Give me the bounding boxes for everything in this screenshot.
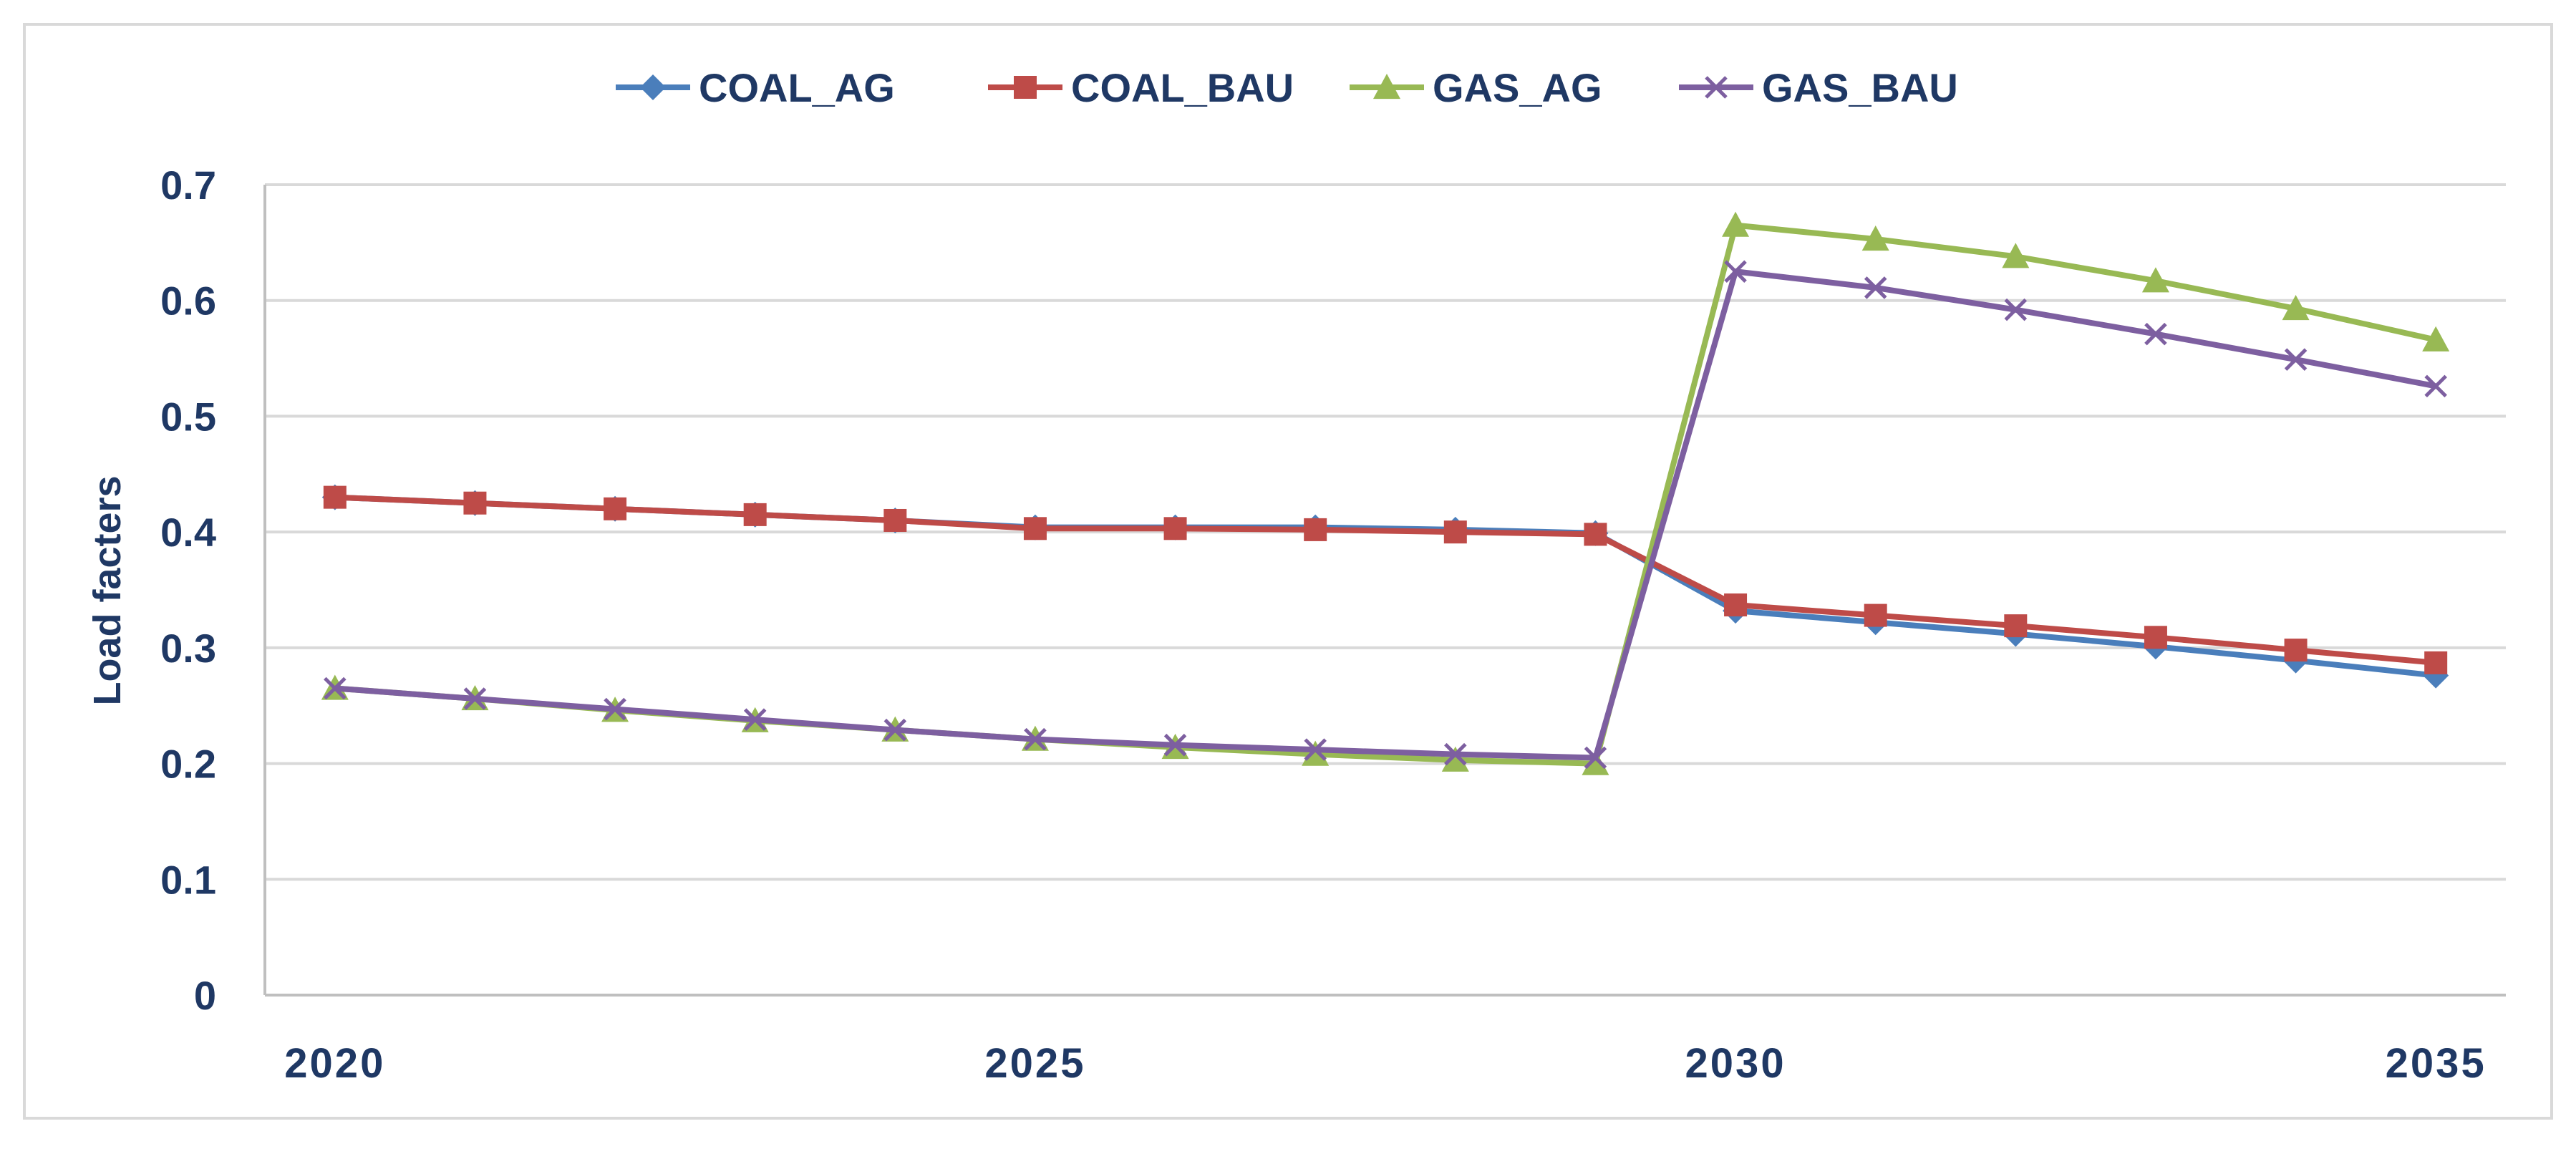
data-point-coal-bau [1864,603,1887,627]
data-point-gas-bau [604,697,626,721]
y-tick-label: 0.1 [160,857,216,902]
x-tick-label: 2035 [2386,1040,2487,1087]
series-coal-ag [321,484,2449,689]
y-axis-ticks: 0 0.1 0.2 0.3 0.4 0.5 0.6 0.7 [160,163,216,1018]
legend-label: GAS_AG [1433,65,1602,110]
data-point-coal-bau [743,503,767,526]
data-point-coal-bau [463,491,487,515]
legend-marker [1373,74,1400,100]
data-point-gas-ag [2282,295,2310,321]
series-line-gas-bau [334,268,2436,761]
data-point-coal-bau [1163,517,1187,540]
legend-item-coal-ag: COAL_AG [616,65,895,110]
legend-marker [640,74,666,100]
data-point-gas-ag [2141,267,2169,293]
data-point-gas-ag [1861,226,1889,251]
data-point-coal-bau [323,485,347,509]
data-point-gas-ag [1722,211,1750,237]
x-axis-ticks: 2020 2025 2030 2035 [284,1040,2487,1087]
data-point-coal-bau [1304,518,1327,541]
data-point-gas-bau [2284,348,2308,371]
data-point-coal-bau [2004,614,2028,638]
data-point-gas-bau [743,708,767,731]
x-tick-label: 2030 [1685,1040,1786,1087]
data-point-gas-bau [1864,276,1887,299]
series-gas-ag [321,211,2450,775]
data-point-coal-bau [1584,523,1607,546]
series-coal-bau [323,485,2448,674]
chart-frame [23,23,2553,1120]
data-point-gas-ag [2422,326,2450,351]
legend-marker [1014,76,1037,99]
y-tick-label: 0.4 [160,510,216,555]
y-tick-label: 0 [194,973,216,1018]
gridlines [263,183,2506,997]
data-point-coal-bau [2424,651,2448,674]
y-axis-title: Load facters [86,475,129,705]
legend-item-gas-ag: GAS_AG [1350,65,1602,110]
y-tick-label: 0.7 [160,163,216,208]
y-tick-label: 0.3 [160,626,216,671]
data-point-coal-bau [2144,626,2167,649]
y-tick-label: 0.2 [160,742,216,787]
data-point-coal-bau [1023,517,1047,540]
legend-item-coal-bau: COAL_BAU [988,65,1294,110]
data-point-coal-bau [2284,639,2308,662]
x-tick-label: 2020 [284,1040,385,1087]
legend-marker [1705,76,1728,99]
data-point-gas-bau [2424,374,2447,398]
legend: COAL_AG COAL_BAU GAS_AG GAS_BAU [616,65,1958,110]
data-point-coal-bau [1443,520,1467,544]
data-point-gas-bau [1163,733,1187,757]
data-point-gas-bau [324,677,347,700]
data-point-gas-ag [2002,243,2030,268]
data-point-gas-bau [883,718,907,742]
legend-label: COAL_BAU [1071,65,1294,110]
legend-label: GAS_BAU [1762,65,1958,110]
series-gas-bau [324,260,2447,770]
data-point-coal-bau [1724,593,1748,617]
data-point-gas-ag [1441,746,1469,772]
data-point-gas-bau [1304,738,1327,761]
series-group [321,211,2450,775]
data-point-gas-bau [1024,727,1047,751]
data-point-gas-ag [1582,750,1609,775]
data-point-gas-bau [2144,322,2167,346]
x-tick-label: 2025 [984,1040,1085,1087]
legend-item-gas-bau: GAS_BAU [1679,65,1958,110]
data-point-coal-bau [604,497,627,520]
data-point-gas-bau [1584,746,1607,770]
data-point-gas-ag [1302,740,1330,766]
series-line-coal-bau [334,494,2436,666]
data-point-gas-bau [463,687,487,710]
data-point-gas-bau [2004,298,2028,321]
legend-label: COAL_AG [699,65,895,110]
data-point-gas-bau [1444,742,1467,766]
series-line-gas-ag [334,222,2437,767]
data-point-coal-bau [883,508,907,532]
data-point-gas-bau [1724,260,1747,283]
y-tick-label: 0.5 [160,394,216,439]
y-tick-label: 0.6 [160,278,216,324]
